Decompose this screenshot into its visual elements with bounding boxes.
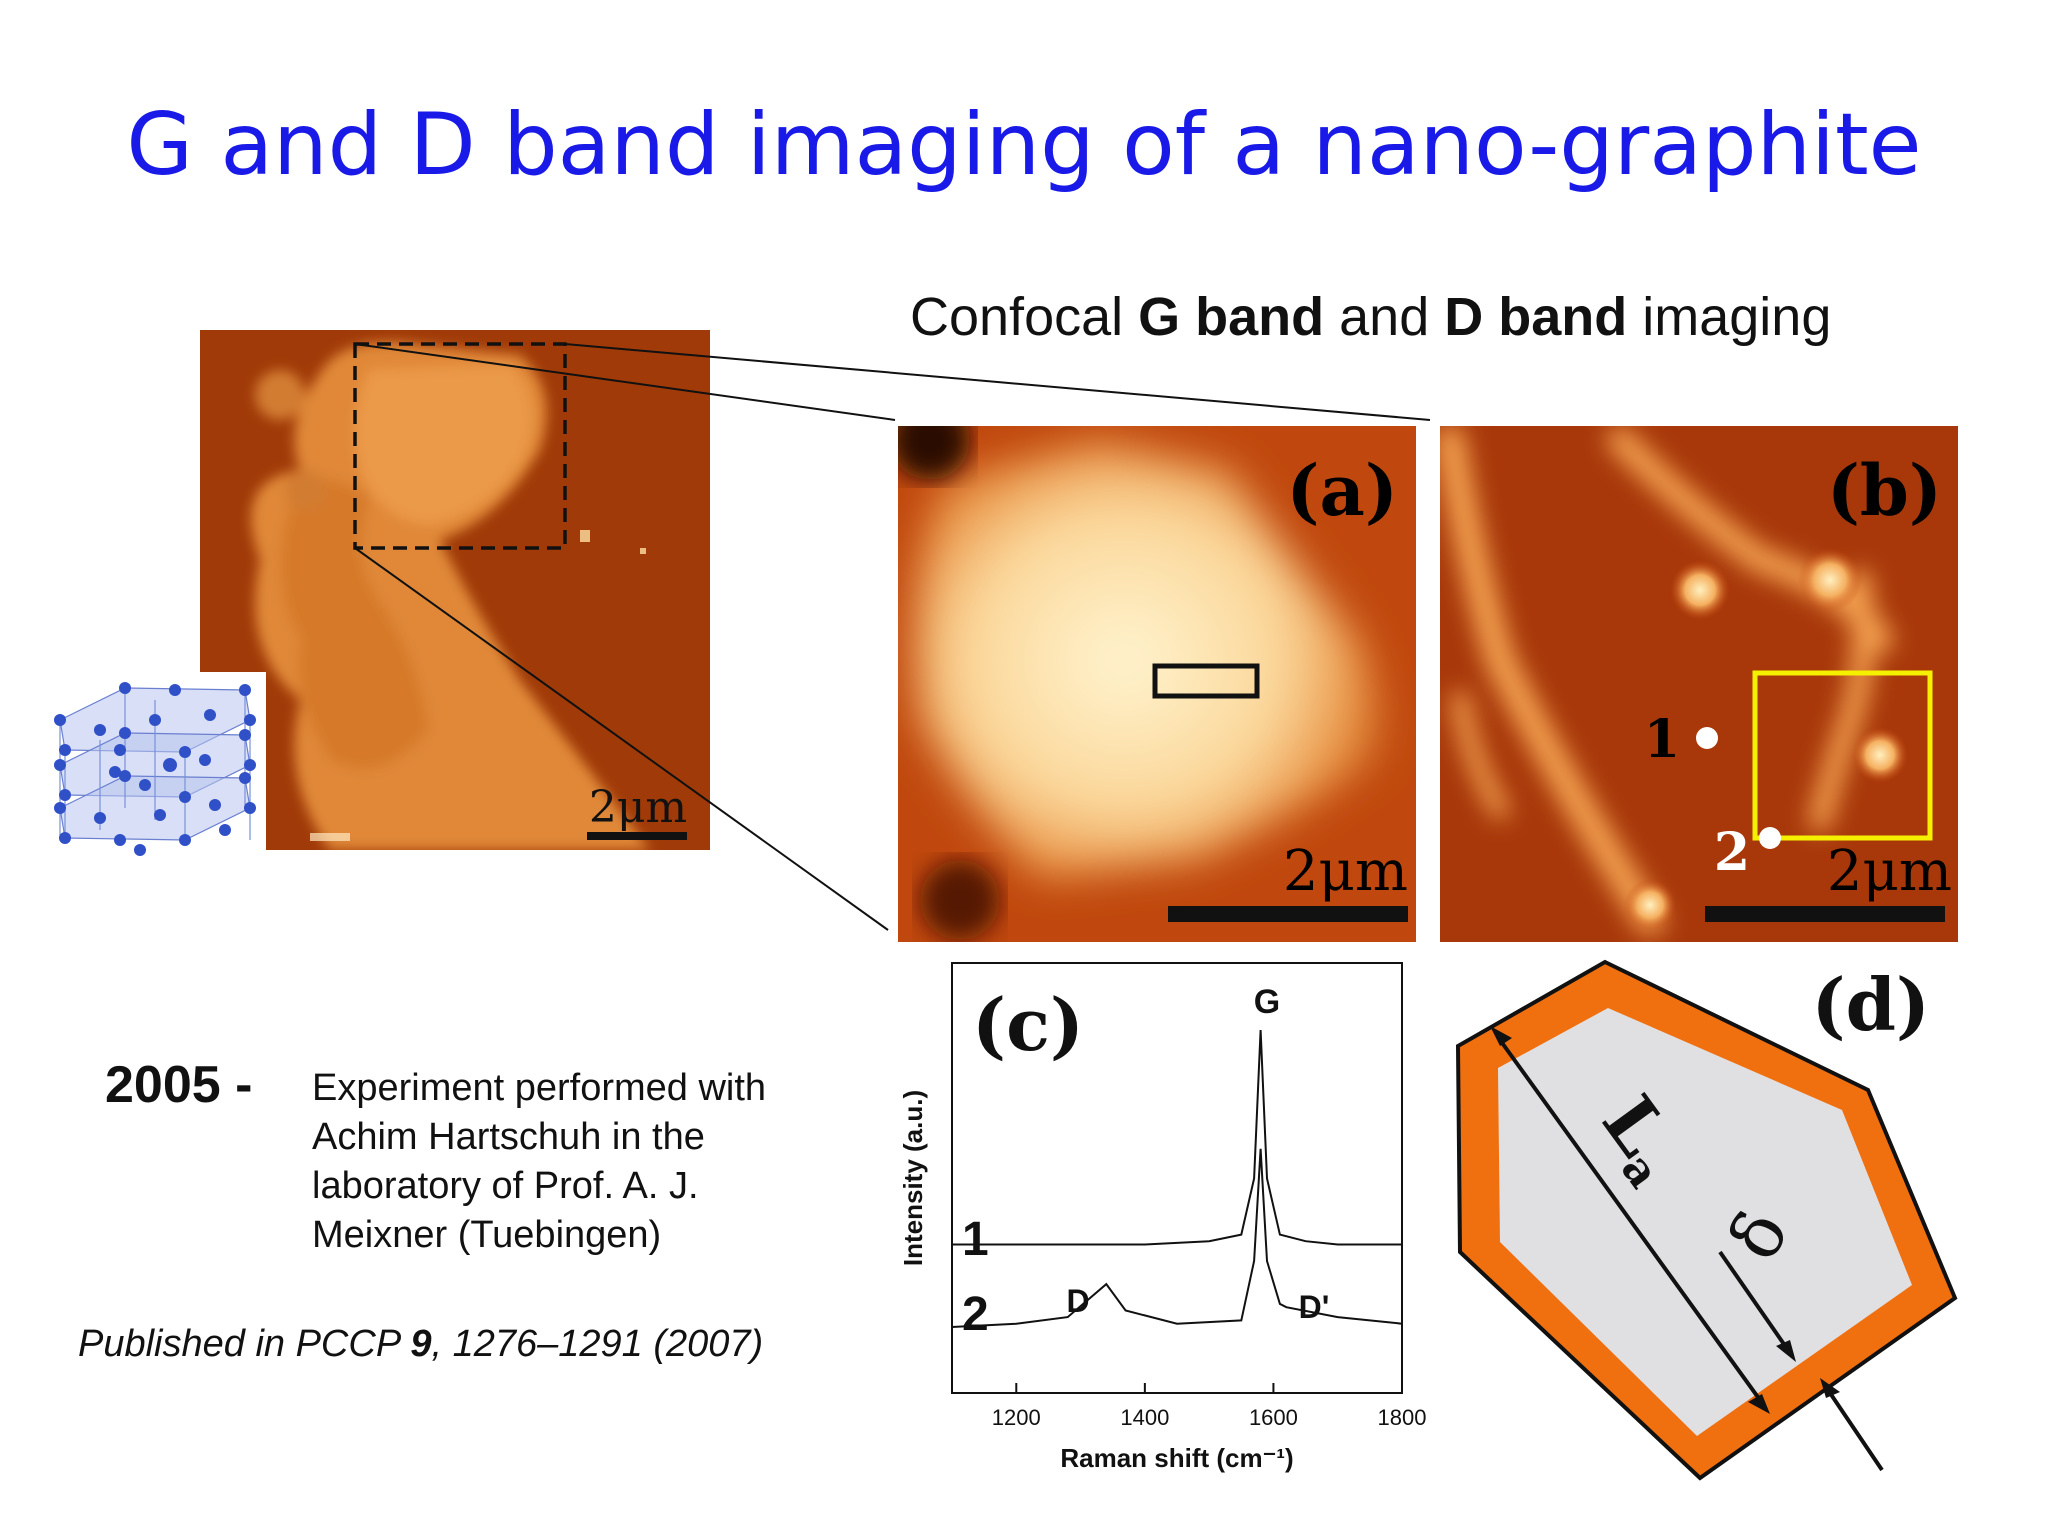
afm-scale-bar bbox=[587, 832, 687, 840]
description-line: laboratory of Prof. A. J. bbox=[312, 1165, 699, 1207]
subtitle-d-band: D band bbox=[1444, 287, 1628, 347]
panel-a-scale-bar bbox=[1168, 906, 1408, 922]
publication-reference: Published in PCCP 9, 1276–1291 (2007) bbox=[78, 1323, 763, 1366]
point-2-label: 2 bbox=[1714, 822, 1750, 883]
zoom-region-box bbox=[353, 342, 567, 550]
x-tick-label: 1200 bbox=[992, 1405, 1041, 1430]
panel-b-scale-label: 2μm bbox=[1827, 839, 1952, 904]
publication-suffix: , 1276–1291 (2007) bbox=[431, 1323, 764, 1365]
publication-prefix: Published in PCCP bbox=[78, 1323, 411, 1365]
year-label: 2005 - bbox=[105, 1056, 253, 1114]
panel-a-g-band-image: 2μm (a) bbox=[898, 426, 1416, 942]
panel-a-scale-label: 2μm bbox=[1283, 839, 1408, 904]
panel-c-raman-spectrum: (c) 1200 1400 1600 1800 G D D' 1 2 Raman sh… bbox=[898, 962, 1427, 1473]
zoom-connector-lines bbox=[354, 343, 1431, 931]
delta-arrows bbox=[1718, 1250, 1884, 1472]
y-axis-label: Intensity (a.u.) bbox=[898, 1090, 928, 1266]
panel-b-highlight-box bbox=[1752, 670, 1933, 841]
la-arrow bbox=[1498, 1038, 1762, 1402]
spectrum-traces bbox=[951, 1029, 1403, 1328]
flake-core-region bbox=[1498, 1008, 1912, 1436]
afm-scale-label: 2μm bbox=[589, 782, 687, 833]
description-line: Meixner (Tuebingen) bbox=[312, 1214, 662, 1256]
panel-d-flake-schematic: (d) La δ bbox=[1455, 959, 1958, 1481]
spectrum-series-2 bbox=[951, 1148, 1403, 1328]
panel-a-spectrum-region bbox=[1152, 663, 1260, 699]
trace-label-1: 1 bbox=[962, 1213, 989, 1266]
panel-d-label: (d) bbox=[1812, 962, 1930, 1047]
trace-label-2: 2 bbox=[962, 1288, 989, 1341]
afm-overview-image: 2μm bbox=[200, 330, 710, 850]
panel-a-label: (a) bbox=[1286, 449, 1398, 532]
x-tick-label: 1400 bbox=[1120, 1405, 1169, 1430]
x-tick-label: 1800 bbox=[1378, 1405, 1427, 1430]
panel-b-d-band-image: 1 2 2μm (b) bbox=[1440, 426, 1958, 942]
slide-title: G and D band imaging of a nano-graphite bbox=[126, 95, 1922, 195]
graphite-lattice-icon bbox=[50, 672, 266, 862]
subtitle-g-band: G band bbox=[1138, 287, 1325, 347]
experiment-description: Experiment performed with Achim Hartschu… bbox=[312, 1064, 832, 1260]
spectrum-x-ticks: 1200 1400 1600 1800 bbox=[992, 1383, 1427, 1430]
point-1-label: 1 bbox=[1644, 709, 1680, 770]
panel-b-scale-bar bbox=[1705, 906, 1945, 922]
x-axis-label: Raman shift (cm⁻¹) bbox=[1060, 1443, 1293, 1473]
peak-label-d: D bbox=[1066, 1283, 1089, 1319]
publication-volume: 9 bbox=[410, 1323, 432, 1365]
peak-label-g: G bbox=[1254, 983, 1280, 1021]
subtitle-part2: and bbox=[1324, 287, 1445, 347]
subtitle-part1: Confocal bbox=[910, 287, 1139, 347]
description-line: Experiment performed with bbox=[312, 1067, 767, 1109]
x-tick-label: 1600 bbox=[1249, 1405, 1298, 1430]
peak-label-d-prime: D' bbox=[1299, 1289, 1330, 1325]
subtitle-part3: imaging bbox=[1627, 287, 1832, 347]
spectrum-series-1 bbox=[952, 1029, 1402, 1246]
panel-b-label: (b) bbox=[1827, 449, 1942, 532]
spectrum-frame bbox=[951, 962, 1403, 1394]
point-1-marker bbox=[1696, 727, 1718, 749]
description-line: Achim Hartschuh in the bbox=[312, 1116, 705, 1158]
point-2-marker bbox=[1759, 827, 1781, 849]
panel-c-label: (c) bbox=[972, 982, 1084, 1067]
subtitle: Confocal G band and D band imaging bbox=[910, 285, 1831, 349]
